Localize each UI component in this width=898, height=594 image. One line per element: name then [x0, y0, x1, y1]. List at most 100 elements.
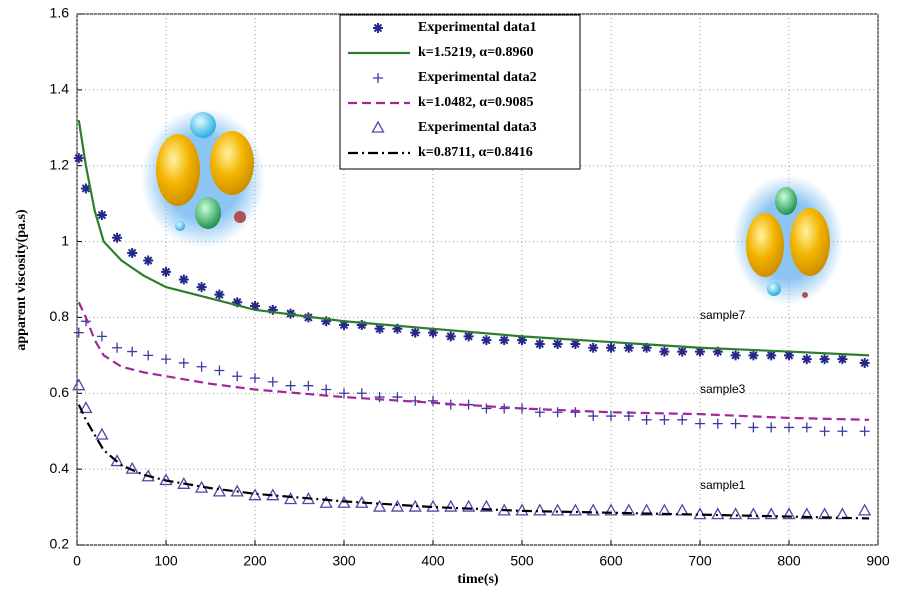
y-tick-label: 1.6 — [50, 5, 70, 21]
marker — [586, 503, 600, 516]
y-axis-label: apparent viscosity(pa.s) — [14, 209, 29, 351]
marker — [214, 365, 225, 376]
marker — [161, 266, 171, 277]
x-tick-label: 100 — [154, 553, 178, 569]
marker — [232, 297, 243, 308]
marker — [371, 120, 385, 133]
legend-label: k=0.8711, α=0.8416 — [418, 145, 533, 160]
marker — [373, 499, 387, 512]
marker — [499, 335, 510, 346]
x-tick-label: 600 — [599, 553, 623, 569]
marker — [212, 484, 226, 497]
marker — [712, 346, 723, 357]
marker — [479, 499, 493, 512]
x-tick-label: 700 — [688, 553, 712, 569]
marker — [72, 378, 86, 391]
marker — [159, 473, 173, 486]
marker — [127, 346, 138, 357]
marker — [730, 418, 741, 429]
marker — [178, 357, 189, 368]
marker — [800, 507, 814, 520]
marker — [112, 342, 123, 353]
fit-line — [77, 404, 870, 520]
annotation: sample7 — [700, 308, 746, 322]
marker — [570, 338, 581, 349]
x-axis-label: time(s) — [457, 572, 499, 587]
y-tick-label: 0.4 — [50, 460, 70, 476]
marker — [428, 327, 438, 338]
marker — [284, 492, 298, 505]
marker — [356, 388, 367, 399]
marker — [230, 484, 244, 497]
marker — [606, 342, 616, 353]
marker — [677, 346, 688, 357]
marker — [321, 316, 332, 327]
marker — [818, 507, 832, 520]
marker — [695, 346, 705, 357]
marker — [339, 388, 349, 399]
marker — [73, 153, 84, 164]
fit-line — [77, 120, 870, 357]
marker — [127, 247, 138, 258]
legend-label: Experimental data3 — [418, 120, 537, 135]
x-tick-label: 400 — [421, 553, 445, 569]
fit-line — [77, 301, 870, 421]
marker — [444, 499, 458, 512]
marker — [356, 320, 367, 331]
marker — [445, 331, 456, 342]
marker — [96, 210, 107, 221]
marker — [303, 380, 314, 391]
marker — [178, 274, 189, 285]
y-tick-label: 1 — [61, 232, 69, 248]
marker — [801, 354, 812, 365]
x-tick-label: 800 — [777, 553, 801, 569]
marker — [73, 327, 84, 338]
y-tick-label: 0.8 — [50, 308, 70, 324]
marker — [604, 503, 618, 516]
marker — [533, 503, 547, 516]
x-tick-label: 900 — [866, 553, 890, 569]
marker — [410, 327, 421, 338]
marker — [373, 23, 383, 33]
marker — [784, 422, 794, 433]
marker — [481, 403, 492, 414]
marker — [143, 350, 154, 361]
legend-box — [339, 14, 581, 170]
marker — [858, 503, 872, 516]
molecule-left — [141, 108, 265, 248]
molecule-right — [733, 175, 843, 305]
marker — [784, 350, 794, 361]
marker — [641, 414, 652, 425]
marker — [517, 335, 527, 346]
marker — [551, 503, 565, 516]
marker — [374, 323, 385, 334]
y-tick-label: 1.2 — [50, 156, 70, 172]
marker — [232, 371, 243, 382]
marker — [463, 331, 474, 342]
legend-label: Experimental data2 — [418, 70, 537, 85]
marker — [819, 354, 830, 365]
marker — [837, 426, 848, 437]
marker — [641, 342, 652, 353]
marker — [801, 422, 812, 433]
marker — [695, 418, 705, 429]
marker — [321, 384, 332, 395]
marker — [462, 499, 476, 512]
marker — [428, 395, 438, 406]
marker — [623, 342, 634, 353]
legend-label: k=1.5219, α=0.8960 — [418, 45, 534, 60]
marker — [534, 407, 545, 418]
marker — [196, 361, 207, 372]
legend: Experimental data1 k=1.5219, α=0.8960 Expe… — [339, 14, 581, 170]
marker — [267, 304, 278, 315]
marker — [764, 507, 778, 520]
marker — [606, 411, 616, 422]
marker — [766, 422, 777, 433]
marker — [859, 357, 870, 368]
marker — [859, 426, 870, 437]
marker — [250, 373, 260, 384]
marker — [622, 503, 636, 516]
marker — [677, 414, 688, 425]
marker — [112, 232, 123, 243]
